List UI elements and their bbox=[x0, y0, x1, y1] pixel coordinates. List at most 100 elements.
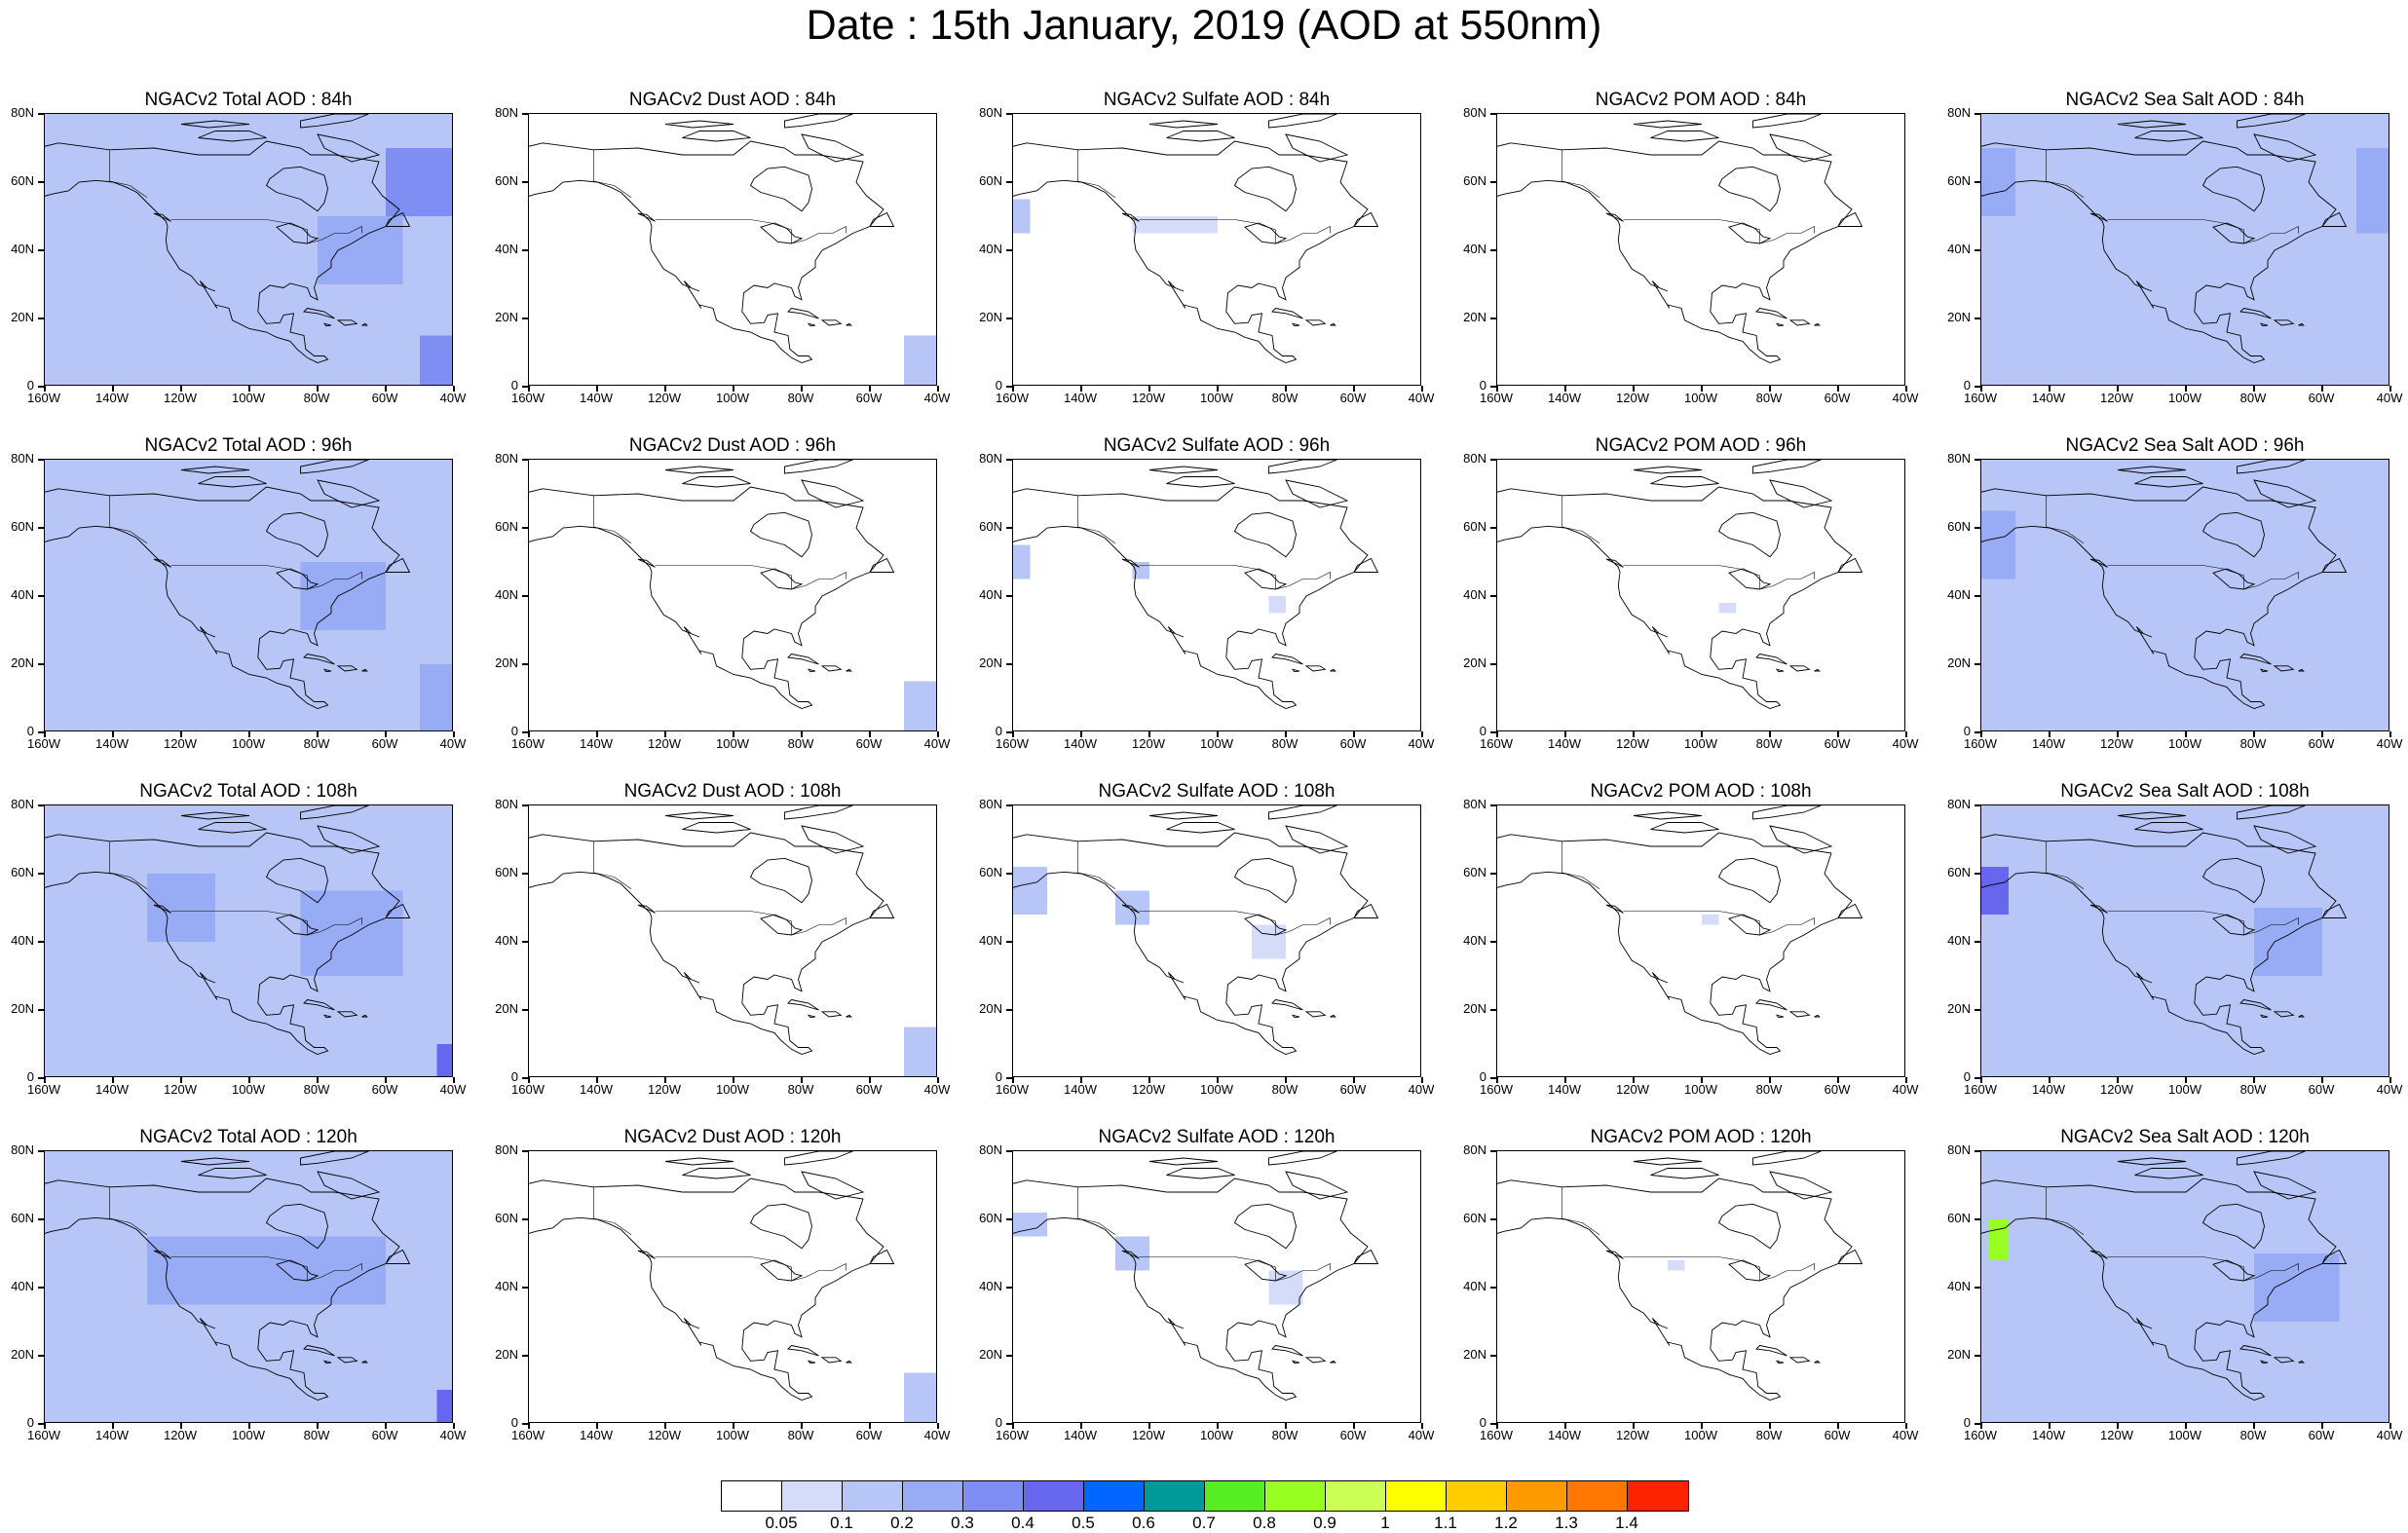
map-panel: NGACv2 POM AOD : 108h 80N 60N 40N 20N 0 160W 14… bbox=[1452, 781, 1939, 1124]
coastline bbox=[1013, 832, 1369, 1055]
longitude-tick bbox=[1012, 1423, 1014, 1429]
island-outline bbox=[787, 308, 819, 319]
longitude-tick bbox=[385, 1077, 387, 1083]
hudson-bay-outline bbox=[1717, 166, 1781, 212]
longitude-tick bbox=[1012, 1077, 1014, 1083]
colorbar-label: 0.4 bbox=[1011, 1514, 1035, 1532]
longitude-label: 140W bbox=[1548, 1428, 1581, 1442]
latitude-label: 80N bbox=[979, 451, 1002, 466]
map-frame bbox=[1496, 113, 1905, 386]
island-outline bbox=[1769, 133, 1833, 163]
longitude-tick bbox=[1701, 731, 1703, 737]
coastline bbox=[1497, 1178, 1853, 1401]
latitude-label: 60N bbox=[979, 173, 1002, 188]
longitude-label: 80W bbox=[787, 391, 814, 405]
longitude-label: 100W bbox=[716, 1428, 749, 1442]
border-line bbox=[109, 1186, 148, 1236]
longitude-label: 140W bbox=[580, 1428, 613, 1442]
latitude-tick bbox=[38, 249, 44, 251]
longitude-label: 100W bbox=[232, 1428, 265, 1442]
longitude-tick bbox=[1353, 1077, 1355, 1083]
longitude-tick bbox=[1905, 1423, 1907, 1429]
lake-outline bbox=[2212, 914, 2256, 936]
latitude-tick bbox=[1006, 663, 1012, 665]
aod-field-patch bbox=[1268, 596, 1286, 614]
latitude-label: 20N bbox=[495, 655, 518, 670]
aod-field-patch bbox=[904, 681, 936, 730]
lake-outline bbox=[1728, 222, 1772, 244]
border-line bbox=[1077, 841, 1116, 890]
latitude-tick bbox=[522, 1287, 528, 1289]
map-frame bbox=[528, 804, 937, 1077]
colorbar-swatch bbox=[1326, 1481, 1386, 1511]
island-outline bbox=[2273, 1011, 2295, 1018]
island-outline bbox=[637, 1250, 656, 1259]
longitude-tick bbox=[248, 731, 250, 737]
hudson-bay-outline bbox=[749, 166, 812, 212]
longitude-tick bbox=[1080, 1077, 1082, 1083]
map-panel: NGACv2 Sea Salt AOD : 108h 80N 60N 40N 20N 0 1… bbox=[1937, 781, 2408, 1124]
longitude-tick bbox=[1080, 731, 1082, 737]
longitude-label: 160W bbox=[1964, 1082, 1997, 1097]
lake-outline bbox=[276, 568, 320, 590]
island-outline bbox=[1330, 1360, 1336, 1364]
coastline bbox=[1981, 832, 2337, 1055]
latitude-tick bbox=[38, 1077, 44, 1079]
island-outline bbox=[1166, 131, 1235, 142]
lake-outline bbox=[1244, 222, 1288, 244]
longitude-tick bbox=[1837, 731, 1839, 737]
longitude-tick bbox=[453, 386, 455, 392]
latitude-tick bbox=[1975, 1009, 1980, 1011]
island-outline bbox=[322, 322, 332, 327]
island-outline bbox=[784, 114, 853, 129]
island-outline bbox=[361, 1014, 368, 1018]
latitude-label: 80N bbox=[11, 105, 34, 120]
island-outline bbox=[198, 1168, 267, 1179]
longitude-tick bbox=[1980, 1077, 1982, 1083]
latitude-tick bbox=[1490, 941, 1496, 943]
island-outline bbox=[1148, 120, 1219, 129]
coastline bbox=[1981, 1178, 2337, 1401]
latitude-tick bbox=[38, 1218, 44, 1220]
island-outline bbox=[1268, 805, 1337, 820]
longitude-label: 100W bbox=[1200, 1428, 1233, 1442]
map-svg bbox=[1981, 805, 2389, 1076]
coastline bbox=[1013, 1178, 1369, 1401]
colorbar-label: 1 bbox=[1380, 1514, 1390, 1532]
border-line bbox=[1139, 565, 1331, 590]
longitude-label: 100W bbox=[716, 391, 749, 405]
latitude-tick bbox=[1975, 181, 1980, 183]
coastline bbox=[45, 832, 400, 1055]
longitude-label: 160W bbox=[27, 1082, 60, 1097]
longitude-tick bbox=[1769, 1077, 1771, 1083]
latitude-tick bbox=[1006, 1287, 1012, 1289]
island-outline bbox=[361, 668, 368, 672]
map-panel: NGACv2 Dust AOD : 96h 80N 60N 40N 20N 0 160W 14… bbox=[484, 435, 971, 778]
longitude-tick bbox=[2321, 731, 2323, 737]
island-outline bbox=[317, 825, 381, 854]
longitude-tick bbox=[664, 386, 666, 392]
longitude-label: 40W bbox=[1892, 391, 1919, 405]
longitude-label: 60W bbox=[1824, 1082, 1851, 1097]
map-frame bbox=[1012, 113, 1421, 386]
latitude-label: 60N bbox=[495, 1211, 518, 1225]
longitude-tick bbox=[1564, 386, 1566, 392]
longitude-tick bbox=[1701, 1077, 1703, 1083]
border-line bbox=[1623, 1256, 1815, 1282]
longitude-label: 40W bbox=[439, 1082, 467, 1097]
latitude-tick bbox=[1006, 459, 1012, 461]
colorbar-label: 0.2 bbox=[890, 1514, 914, 1532]
island-outline bbox=[303, 1345, 335, 1357]
island-outline bbox=[637, 558, 656, 568]
map-frame bbox=[1980, 113, 2389, 386]
latitude-tick bbox=[1975, 527, 1980, 529]
island-outline bbox=[1166, 822, 1235, 834]
map-frame bbox=[528, 1150, 937, 1423]
island-outline bbox=[1285, 1171, 1349, 1200]
longitude-label: 80W bbox=[303, 736, 330, 751]
island-outline bbox=[300, 805, 369, 820]
border-line bbox=[593, 1186, 632, 1236]
longitude-label: 100W bbox=[232, 736, 265, 751]
map-svg bbox=[1981, 460, 2389, 730]
aod-field-patch bbox=[436, 1044, 452, 1076]
